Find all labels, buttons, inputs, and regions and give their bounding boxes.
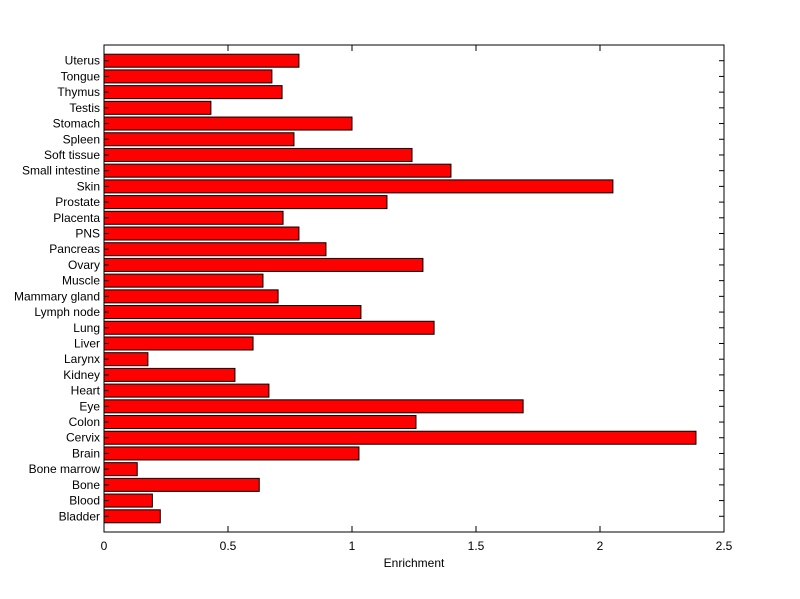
y-tick-label: Tongue	[61, 69, 101, 83]
y-tick-label: Pancreas	[49, 242, 100, 256]
bar-cervix	[103, 430, 697, 445]
x-tick-label: 2	[597, 539, 604, 553]
x-tick-label: 1	[349, 539, 356, 553]
x-tick-label: 2.5	[716, 539, 733, 553]
y-tick-label: Spleen	[63, 132, 100, 146]
x-tick-label: 1.5	[468, 539, 485, 553]
y-tick-label: Ovary	[68, 258, 100, 272]
y-tick-label: Prostate	[55, 195, 100, 209]
y-tick-label: Uterus	[65, 54, 100, 68]
y-tick-label: Bone	[72, 478, 100, 492]
bar-heart	[103, 383, 270, 398]
y-tick-label: Blood	[69, 494, 100, 508]
y-tick-label: Testis	[69, 101, 100, 115]
bar-tongue	[103, 69, 273, 84]
x-axis-label: Enrichment	[384, 556, 445, 570]
bar-mammary-gland	[103, 289, 279, 304]
bar-skin	[103, 179, 614, 194]
bar-liver	[103, 336, 254, 351]
bar-kidney	[103, 367, 236, 382]
x-tick-label: 0	[101, 539, 108, 553]
bar-prostate	[103, 195, 388, 210]
bar-thymus	[103, 85, 283, 100]
bar-lymph-node	[103, 305, 362, 320]
bar-muscle	[103, 273, 264, 288]
bar-bone	[103, 477, 260, 492]
bar-larynx	[103, 352, 149, 367]
bar-brain	[103, 446, 360, 461]
y-tick-label: Lung	[73, 321, 100, 335]
bar-soft-tissue	[103, 147, 413, 162]
y-tick-label: Kidney	[63, 368, 100, 382]
y-tick-label: Stomach	[53, 117, 100, 131]
y-tick-label: Larynx	[64, 352, 100, 366]
plot-frame	[103, 44, 725, 533]
y-tick-label: Cervix	[66, 431, 100, 445]
bar-uterus	[103, 53, 300, 68]
y-tick-label: Thymus	[57, 85, 100, 99]
bar-placenta	[103, 210, 284, 225]
bar-eye	[103, 399, 524, 414]
y-tick-label: Small intestine	[22, 164, 100, 178]
y-tick-label: Bladder	[59, 509, 100, 523]
y-tick-label: Lymph node	[34, 305, 100, 319]
bar-ovary	[103, 257, 424, 272]
bar-small-intestine	[103, 163, 452, 178]
bar-blood	[103, 493, 153, 508]
y-tick-label: Liver	[74, 336, 100, 350]
bar-testis	[103, 100, 212, 115]
bar-bladder	[103, 509, 161, 524]
y-tick-label: Skin	[77, 179, 100, 193]
bar-pns	[103, 226, 300, 241]
y-tick-label: Colon	[69, 415, 100, 429]
y-tick-label: Placenta	[53, 211, 100, 225]
bar-lung	[103, 320, 435, 335]
bar-stomach	[103, 116, 353, 131]
y-tick-label: Muscle	[62, 274, 100, 288]
y-tick-label: Soft tissue	[44, 148, 100, 162]
y-tick-label: Brain	[72, 446, 100, 460]
bar-pancreas	[103, 242, 327, 257]
y-tick-label: Heart	[71, 384, 101, 398]
bar-spleen	[103, 132, 295, 147]
x-tick-label: 0.5	[220, 539, 237, 553]
y-tick-label: Eye	[79, 399, 100, 413]
y-tick-label: PNS	[75, 227, 100, 241]
y-tick-label: Bone marrow	[29, 462, 101, 476]
y-tick-label: Mammary gland	[14, 289, 100, 303]
bar-colon	[103, 415, 417, 430]
